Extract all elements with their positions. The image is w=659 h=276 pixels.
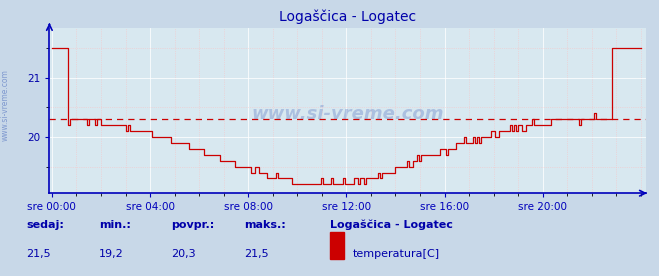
Text: www.si-vreme.com: www.si-vreme.com — [251, 105, 444, 123]
Text: Logaščica - Logatec: Logaščica - Logatec — [330, 219, 452, 230]
Text: 20,3: 20,3 — [171, 249, 196, 259]
Text: temperatura[C]: temperatura[C] — [353, 249, 440, 259]
Text: www.si-vreme.com: www.si-vreme.com — [1, 69, 10, 141]
Text: povpr.:: povpr.: — [171, 220, 215, 230]
Text: 19,2: 19,2 — [99, 249, 124, 259]
Text: maks.:: maks.: — [244, 220, 285, 230]
Text: min.:: min.: — [99, 220, 130, 230]
Text: 21,5: 21,5 — [26, 249, 51, 259]
Text: 21,5: 21,5 — [244, 249, 268, 259]
Text: sedaj:: sedaj: — [26, 220, 64, 230]
Title: Logaščica - Logatec: Logaščica - Logatec — [279, 9, 416, 24]
